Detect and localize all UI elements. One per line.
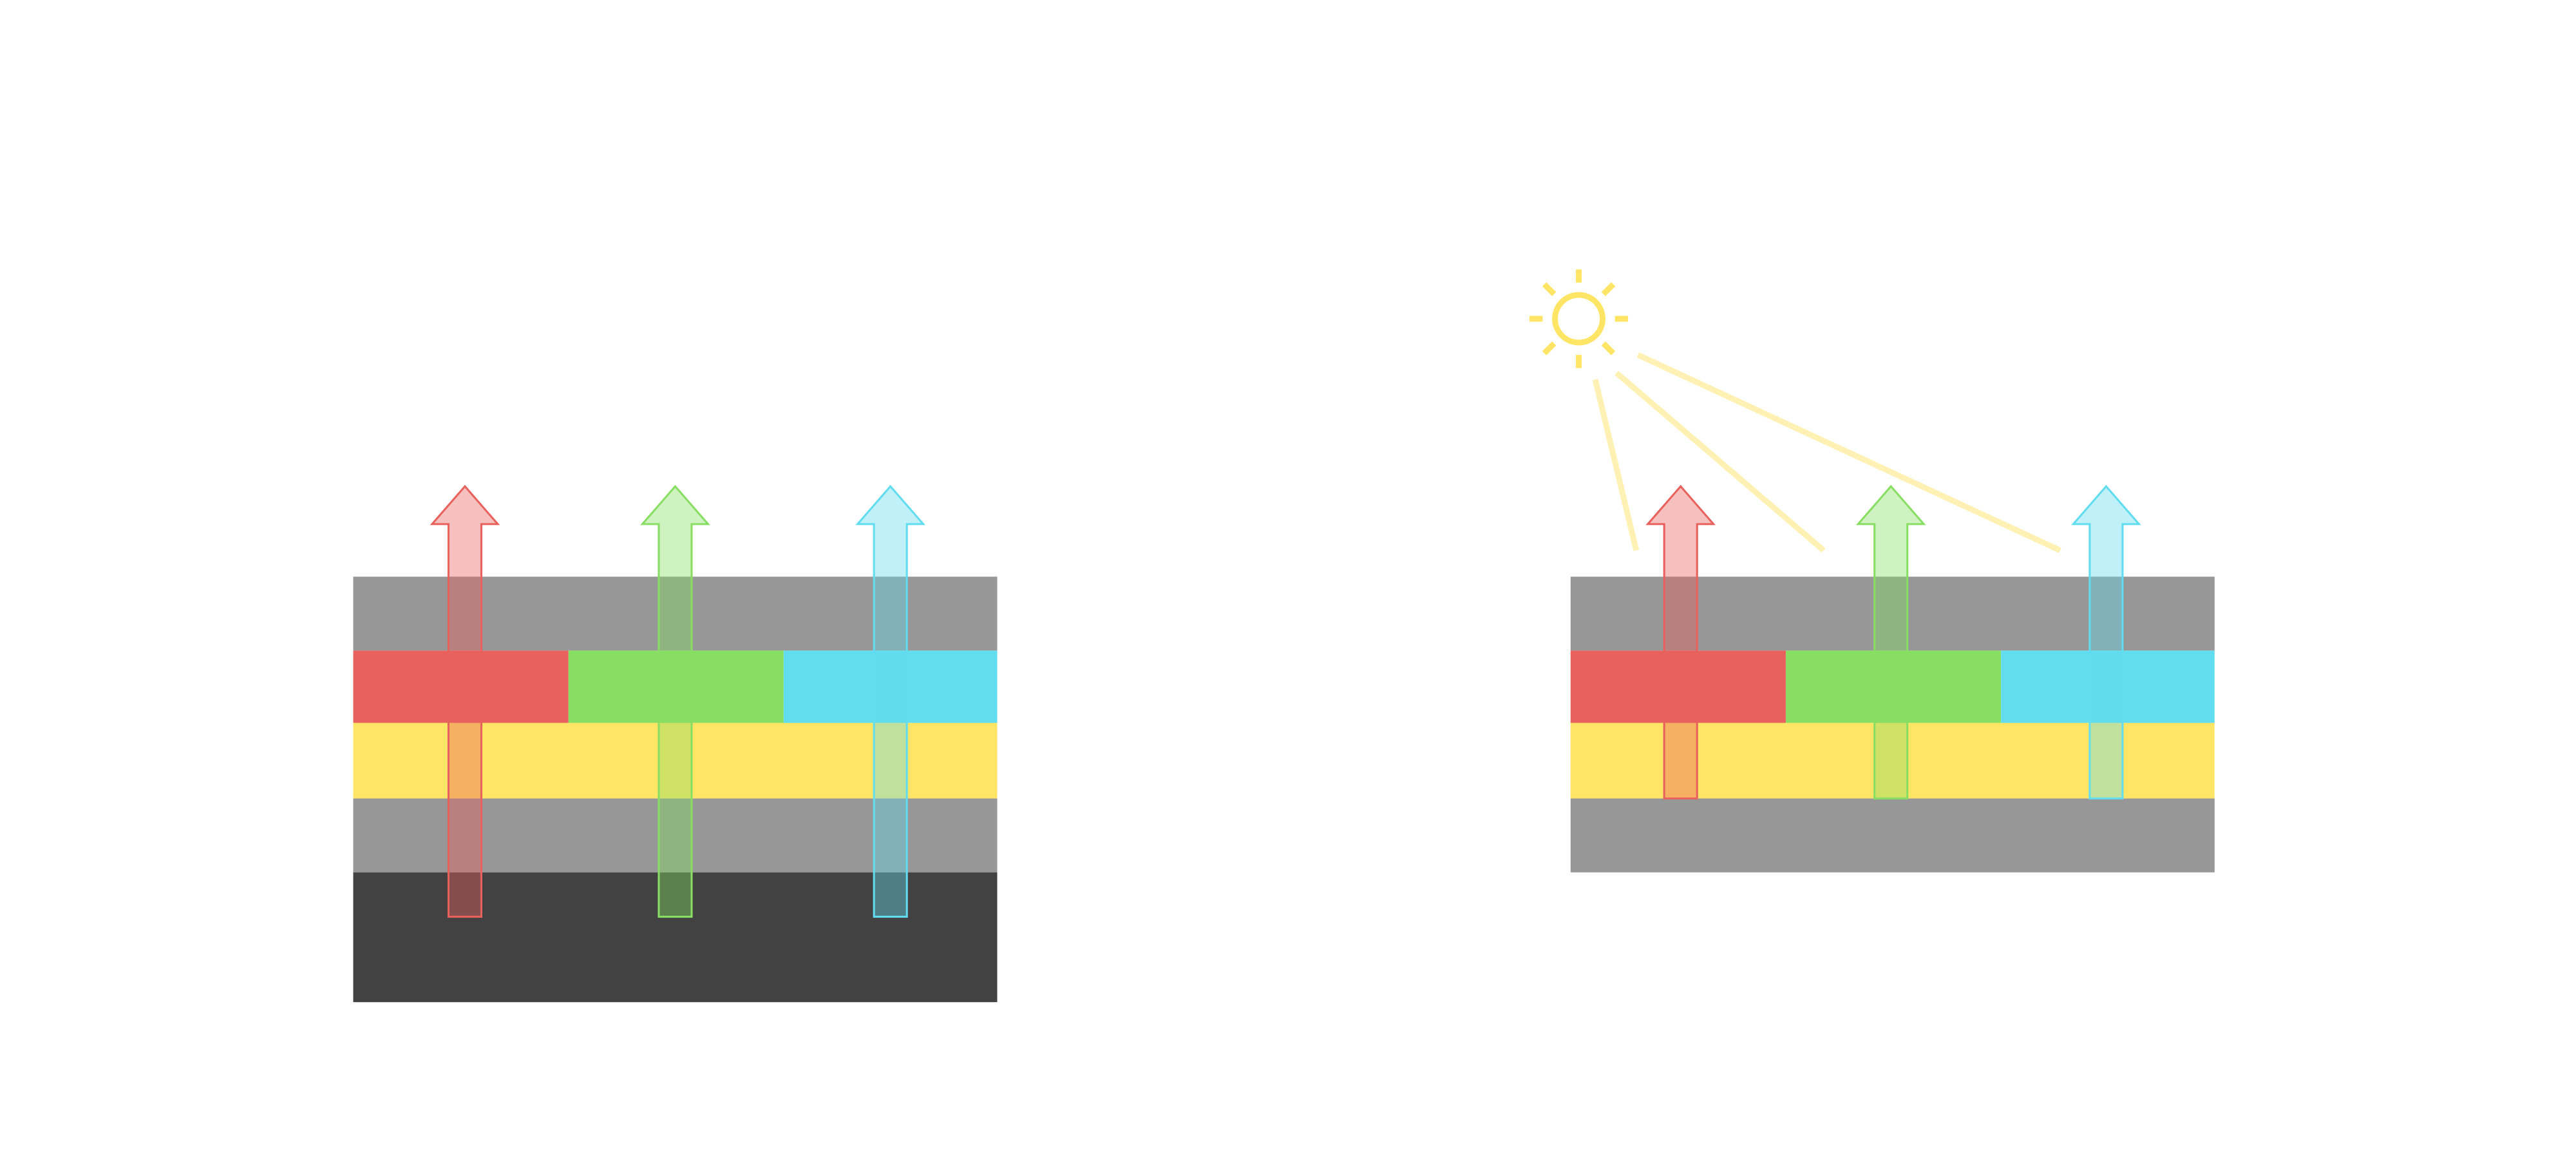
yellow-layer xyxy=(353,723,998,799)
light-ray xyxy=(1592,379,1640,551)
cyan-arrow-icon xyxy=(855,484,926,918)
left-stack xyxy=(353,576,998,1003)
red-filter xyxy=(353,650,569,723)
light-rays xyxy=(1592,352,2061,553)
dark-base-layer xyxy=(353,872,998,1003)
sun-icon xyxy=(1530,269,1629,368)
cyan-filter xyxy=(783,650,998,723)
top-gray-layer xyxy=(1570,576,2215,651)
light-ray xyxy=(1615,370,1826,553)
right-arrows xyxy=(1645,484,2141,800)
yellow-layer xyxy=(1570,723,2215,799)
red-arrow-icon xyxy=(430,484,500,918)
green-filter xyxy=(1785,650,2002,723)
light-ray xyxy=(1636,352,2061,553)
left-arrows xyxy=(430,484,926,918)
green-arrow-icon xyxy=(1855,484,1926,800)
red-filter xyxy=(1570,650,1786,723)
green-filter xyxy=(568,650,784,723)
cyan-filter xyxy=(2001,650,2215,723)
right-stack xyxy=(1570,576,2215,873)
bottom-gray-layer xyxy=(1570,798,2215,873)
green-arrow-icon xyxy=(640,484,710,918)
red-arrow-icon xyxy=(1645,484,1716,800)
cyan-arrow-icon xyxy=(2071,484,2141,800)
top-gray-layer xyxy=(353,576,998,651)
bottom-gray-layer xyxy=(353,798,998,873)
